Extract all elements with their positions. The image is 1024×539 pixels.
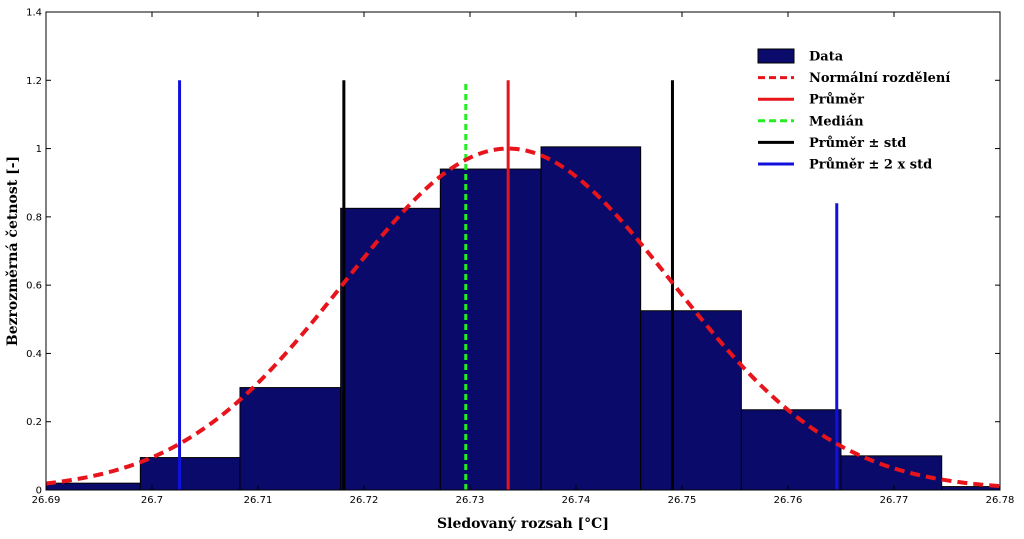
histogram-bar [340, 207, 441, 491]
x-tick-label: 26.69 [32, 495, 61, 506]
histogram-bar [840, 455, 943, 491]
histogram-bar [45, 482, 141, 491]
y-axis-title: Bezrozměrná četnost [-] [5, 156, 21, 346]
legend-swatch [757, 48, 795, 64]
y-tick-label: 1 [36, 144, 42, 155]
legend-label: Průměr [809, 93, 864, 108]
x-tick-label: 26.77 [880, 495, 909, 506]
x-tick-label: 26.72 [350, 495, 379, 506]
y-tick-label: 0.6 [26, 281, 42, 292]
y-tick-label: 0.8 [26, 212, 42, 223]
x-tick-label: 26.76 [774, 495, 803, 506]
y-tick-label: 0 [36, 486, 42, 497]
histogram-bar [740, 409, 842, 491]
x-tick-label: 26.74 [562, 495, 591, 506]
y-tick-label: 1.2 [26, 76, 42, 87]
y-tick-label: 0.4 [26, 349, 42, 360]
plot-frame [45, 11, 1001, 491]
histogram-bar [139, 457, 241, 491]
legend: Data Normální rozdělení Průměr Medián Průměr… [757, 48, 950, 173]
histogram-bar [640, 310, 742, 491]
x-tick-label: 26.75 [668, 495, 697, 506]
x-tick-label: 26.71 [244, 495, 273, 506]
y-tick-label: 1.4 [26, 8, 42, 19]
histogram-bar [239, 387, 342, 491]
histogram-bar [439, 168, 542, 491]
legend-label: Průměr ± 2 x std [809, 158, 932, 173]
y-tick-label: 0.2 [26, 417, 42, 428]
legend-label: Průměr ± std [809, 136, 906, 151]
bars-layer [45, 146, 1001, 491]
ticks-layer: 26.69 26.7 26.71 26.72 26.73 26.74 26.75 26.76 2… [26, 8, 1014, 507]
legend-label: Normální rozdělení [809, 71, 950, 86]
curve-layer [45, 146, 1001, 489]
x-tick-label: 26.73 [456, 495, 485, 506]
legend-label: Data [809, 50, 844, 65]
normal-distribution-curve [45, 146, 1001, 489]
x-axis-title: Sledovaný rozsah [°C] [437, 515, 609, 532]
legend-label: Medián [809, 114, 864, 129]
x-tick-label: 26.78 [986, 495, 1015, 506]
x-tick-label: 26.7 [141, 495, 163, 506]
histogram-bar [540, 146, 642, 491]
